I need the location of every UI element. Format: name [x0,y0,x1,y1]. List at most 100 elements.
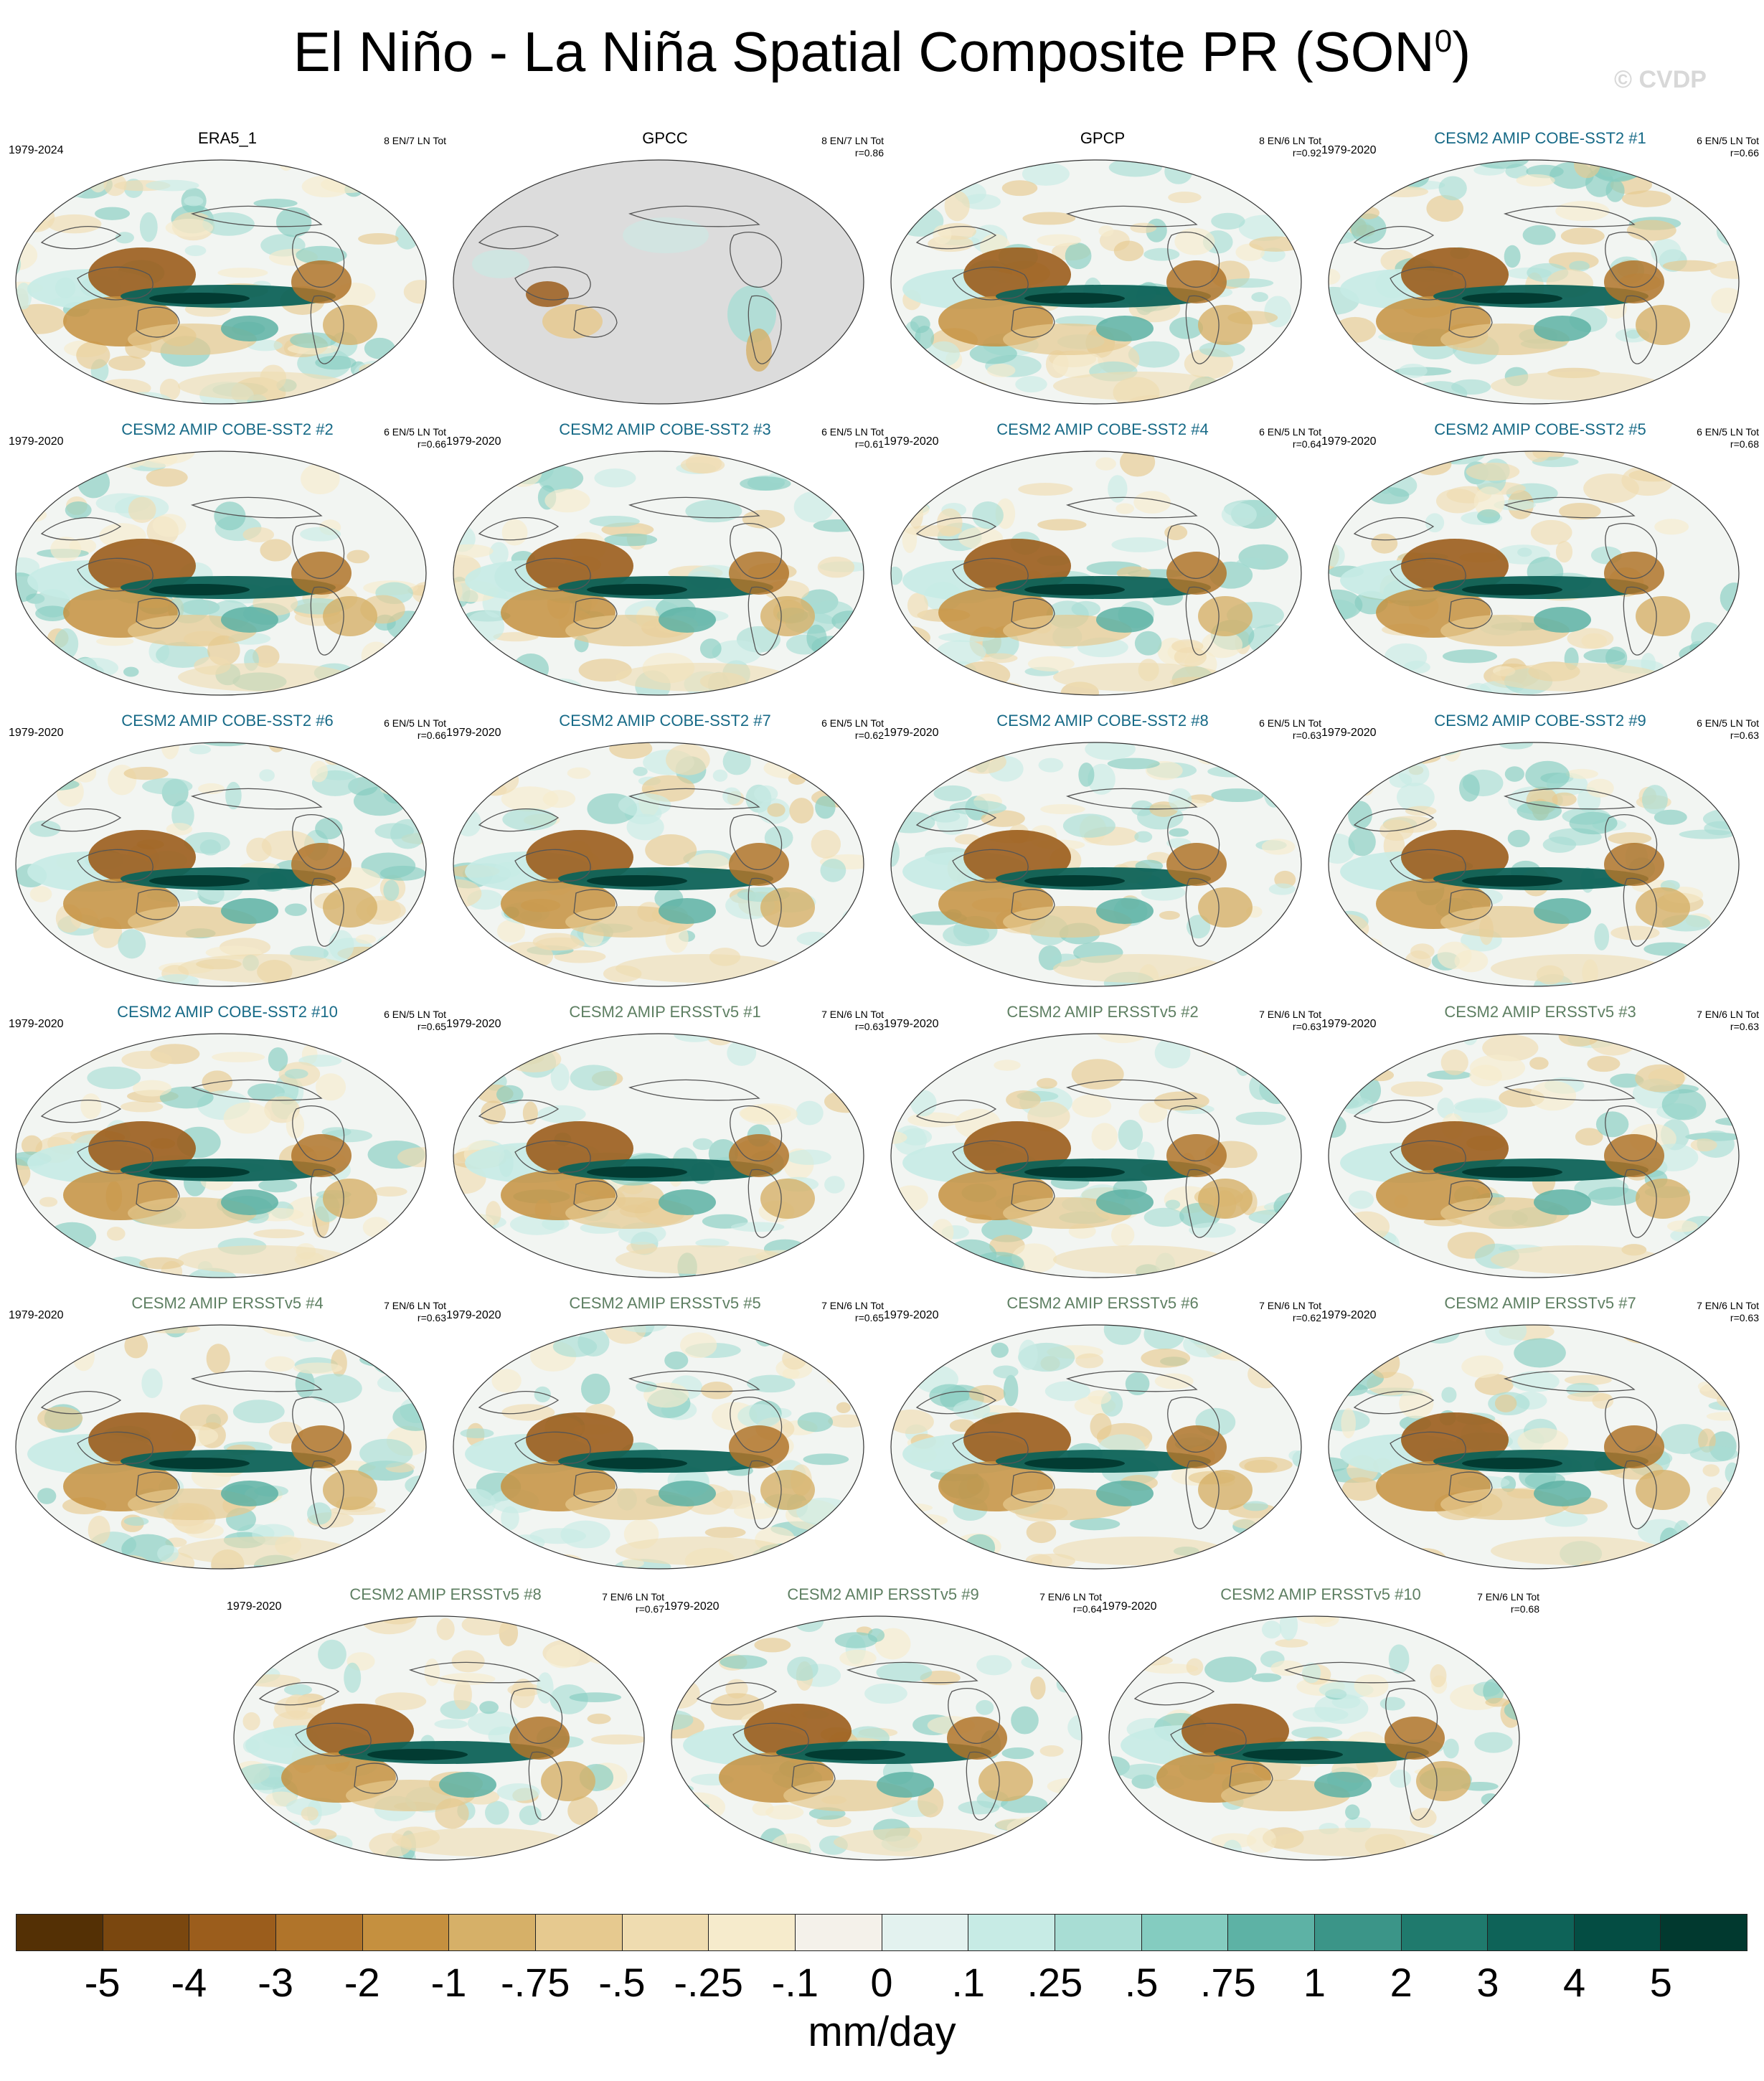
map-panel: CESM2 AMIP COBE-SST2 #1 1979-2020 6 EN/5 L… [1321,129,1759,416]
panel-info: 6 EN/5 LN Tot r=0.64 [1259,426,1321,450]
map-panel: CESM2 AMIP ERSSTv5 #1 1979-2020 7 EN/6 LN … [446,1003,884,1290]
map-panel: CESM2 AMIP ERSSTv5 #4 1979-2020 7 EN/6 LN … [9,1294,446,1581]
panel-correlation: r=0.63 [417,1312,446,1323]
world-map [890,159,1302,405]
panel-correlation: r=0.62 [854,730,884,741]
panel-title: CESM2 AMIP COBE-SST2 #5 [1434,420,1646,438]
panel-correlation: r=0.66 [417,438,446,450]
panel-correlation: r=0.64 [1292,438,1321,450]
panel-info: 6 EN/5 LN Tot r=0.62 [821,717,884,742]
panel-event-count: 7 EN/6 LN Tot [602,1591,664,1603]
colorbar-swatch [1228,1915,1315,1950]
panel-title: ERA5_1 [198,129,257,147]
colorbar-tick-label: .25 [1027,1960,1083,2005]
panel-info: 7 EN/6 LN Tot r=0.63 [1697,1300,1759,1324]
panel-correlation: r=0.66 [1730,147,1759,159]
colorbar-swatch [1141,1915,1229,1950]
colorbar-tick-label: 2 [1390,1960,1412,2005]
map-panel: ERA5_1 1979-2024 8 EN/7 LN Tot [9,129,446,416]
panel-years: 1979-2020 [9,1309,64,1321]
title-superscript: 0 [1434,24,1453,59]
panel-info: 7 EN/6 LN Tot r=0.63 [821,1009,884,1033]
panel-info: 7 EN/6 LN Tot r=0.65 [821,1300,884,1324]
colorbar-tick-label: .5 [1124,1960,1159,2005]
panel-title: CESM2 AMIP COBE-SST2 #6 [121,712,334,730]
panel-years: 1979-2020 [1321,1309,1377,1321]
panel-correlation: r=0.63 [1292,730,1321,741]
colorbar-swatch [362,1915,450,1950]
panel-years: 1979-2020 [446,727,501,739]
panel-event-count: 7 EN/6 LN Tot [1259,1009,1321,1020]
colorbar-swatch [882,1915,969,1950]
panel-info: 7 EN/6 LN Tot r=0.62 [1259,1300,1321,1324]
map-panel: CESM2 AMIP ERSSTv5 #5 1979-2020 7 EN/6 LN … [446,1294,884,1581]
page-title: El Niño - La Niña Spatial Composite PR (… [0,16,1764,88]
panel-correlation: r=0.92 [1292,147,1321,159]
colorbar-tick-label: -1 [430,1960,467,2005]
map-panel: CESM2 AMIP COBE-SST2 #4 1979-2020 6 EN/5 L… [884,420,1321,707]
colorbar-swatch [622,1915,709,1950]
panel-info: 6 EN/5 LN Tot r=0.65 [384,1009,446,1033]
panel-info: 6 EN/5 LN Tot r=0.66 [1697,135,1759,159]
panel-correlation: r=0.65 [854,1312,884,1323]
panel-title: CESM2 AMIP COBE-SST2 #4 [996,420,1209,438]
panel-info: 6 EN/5 LN Tot r=0.68 [1697,426,1759,450]
colorbar-swatch [1574,1915,1661,1950]
colorbar-swatch [968,1915,1055,1950]
panel-correlation: r=0.63 [1730,730,1759,741]
panel-event-count: 6 EN/5 LN Tot [1697,717,1759,729]
map-panel: CESM2 AMIP ERSSTv5 #6 1979-2020 7 EN/6 LN … [884,1294,1321,1581]
panel-years: 1979-2020 [446,1309,501,1321]
panel-info: 7 EN/6 LN Tot r=0.64 [1039,1591,1102,1615]
world-map [890,742,1302,987]
panel-info: 7 EN/6 LN Tot r=0.63 [1697,1009,1759,1033]
colorbar-tick-label: -5 [84,1960,121,2005]
panel-info: 8 EN/7 LN Tot [384,135,446,147]
panel-title: GPCC [642,129,688,147]
colorbar-units: mm/day [808,2009,956,2055]
colorbar-swatch [1314,1915,1402,1950]
title-close: ) [1452,20,1471,83]
world-map [15,1033,427,1278]
map-panel: CESM2 AMIP COBE-SST2 #5 1979-2020 6 EN/5 L… [1321,420,1759,707]
panel-event-count: 6 EN/5 LN Tot [384,717,446,729]
colorbar-swatch [449,1915,536,1950]
panel-correlation: r=0.62 [1292,1312,1321,1323]
map-panel: CESM2 AMIP COBE-SST2 #9 1979-2020 6 EN/5 L… [1321,712,1759,999]
panel-correlation: r=0.61 [854,438,884,450]
map-panel: GPCP 8 EN/6 LN Tot r=0.92 [884,129,1321,416]
panel-title: GPCP [1080,129,1126,147]
panel-event-count: 8 EN/7 LN Tot [821,135,884,146]
panel-event-count: 7 EN/6 LN Tot [1697,1300,1759,1311]
colorbar-tick-label: 0 [870,1960,893,2005]
panel-years: 1979-2020 [1321,435,1377,448]
panel-event-count: 7 EN/6 LN Tot [1477,1591,1539,1603]
panel-event-count: 7 EN/6 LN Tot [1259,1300,1321,1311]
colorbar-tick-label: .75 [1199,1960,1256,2005]
panel-info: 6 EN/5 LN Tot r=0.66 [384,426,446,450]
panel-title: CESM2 AMIP COBE-SST2 #9 [1434,712,1646,730]
panel-event-count: 6 EN/5 LN Tot [384,1009,446,1020]
map-panel: CESM2 AMIP ERSSTv5 #7 1979-2020 7 EN/6 LN … [1321,1294,1759,1581]
colorbar-swatch [103,1915,190,1950]
panel-info: 6 EN/5 LN Tot r=0.63 [1697,717,1759,742]
world-map [1108,1615,1520,1861]
panel-event-count: 6 EN/5 LN Tot [1697,426,1759,438]
colorbar-tick-label: -4 [171,1960,207,2005]
colorbar-swatch [275,1915,363,1950]
panel-years: 1979-2020 [884,727,939,739]
panel-event-count: 7 EN/6 LN Tot [1697,1009,1759,1020]
world-map [233,1615,645,1861]
panel-correlation: r=0.86 [854,147,884,159]
world-map [453,1033,864,1278]
colorbar-tick-label: -.75 [500,1960,570,2005]
world-map [453,159,864,405]
panel-years: 1979-2020 [9,1018,64,1030]
map-panel: CESM2 AMIP ERSSTv5 #9 1979-2020 7 EN/6 LN … [664,1585,1102,1872]
panel-years: 1979-2020 [664,1600,720,1613]
panel-info: 6 EN/5 LN Tot r=0.61 [821,426,884,450]
watermark: © CVDP [1614,66,1707,93]
panel-info: 7 EN/6 LN Tot r=0.67 [602,1591,664,1615]
map-panel: CESM2 AMIP COBE-SST2 #10 1979-2020 6 EN/5 … [9,1003,446,1290]
panel-event-count: 7 EN/6 LN Tot [384,1300,446,1311]
